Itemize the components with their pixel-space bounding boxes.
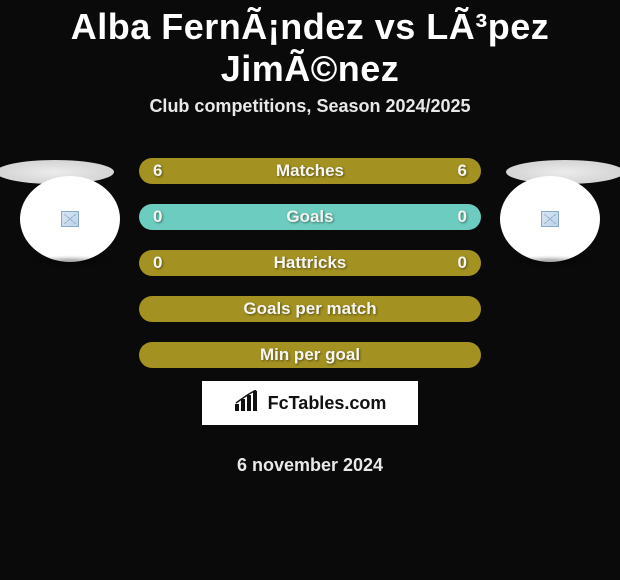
player-right-avatar	[500, 178, 600, 264]
stat-goals-per-match: Goals per match	[139, 296, 481, 322]
stat-gpm-label: Goals per match	[139, 299, 481, 319]
stat-goals-label: Goals	[139, 207, 481, 227]
row-mpg: Min per goal	[0, 329, 620, 375]
player-left-avatar	[20, 178, 120, 264]
stat-matches-right: 6	[458, 161, 467, 181]
stat-hattricks: 0 Hattricks 0	[139, 250, 481, 276]
stat-matches-left: 6	[153, 161, 162, 181]
bars-icon	[234, 390, 262, 417]
row-gpm: Goals per match	[0, 283, 620, 329]
date-text: 6 november 2024	[0, 455, 620, 476]
stat-hattricks-label: Hattricks	[139, 253, 481, 273]
player-right-image-placeholder-icon	[541, 211, 559, 227]
stat-goals: 0 Goals 0	[139, 204, 481, 230]
stat-hattricks-left: 0	[153, 253, 162, 273]
player-left-image-placeholder-icon	[61, 211, 79, 227]
attribution-text: FcTables.com	[268, 393, 387, 414]
stat-matches-label: Matches	[139, 161, 481, 181]
page-title: Alba FernÃ¡ndez vs LÃ³pez JimÃ©nez	[0, 6, 620, 90]
stat-goals-right: 0	[458, 207, 467, 227]
row-attribution: FcTables.com	[0, 381, 620, 437]
subtitle: Club competitions, Season 2024/2025	[0, 96, 620, 117]
h2h-widget: Alba FernÃ¡ndez vs LÃ³pez JimÃ©nez Club …	[0, 0, 620, 476]
stat-matches: 6 Matches 6	[139, 158, 481, 184]
stat-goals-left: 0	[153, 207, 162, 227]
stat-hattricks-right: 0	[458, 253, 467, 273]
stat-mpg-label: Min per goal	[139, 345, 481, 365]
attribution-link[interactable]: FcTables.com	[202, 381, 418, 425]
stat-min-per-goal: Min per goal	[139, 342, 481, 368]
